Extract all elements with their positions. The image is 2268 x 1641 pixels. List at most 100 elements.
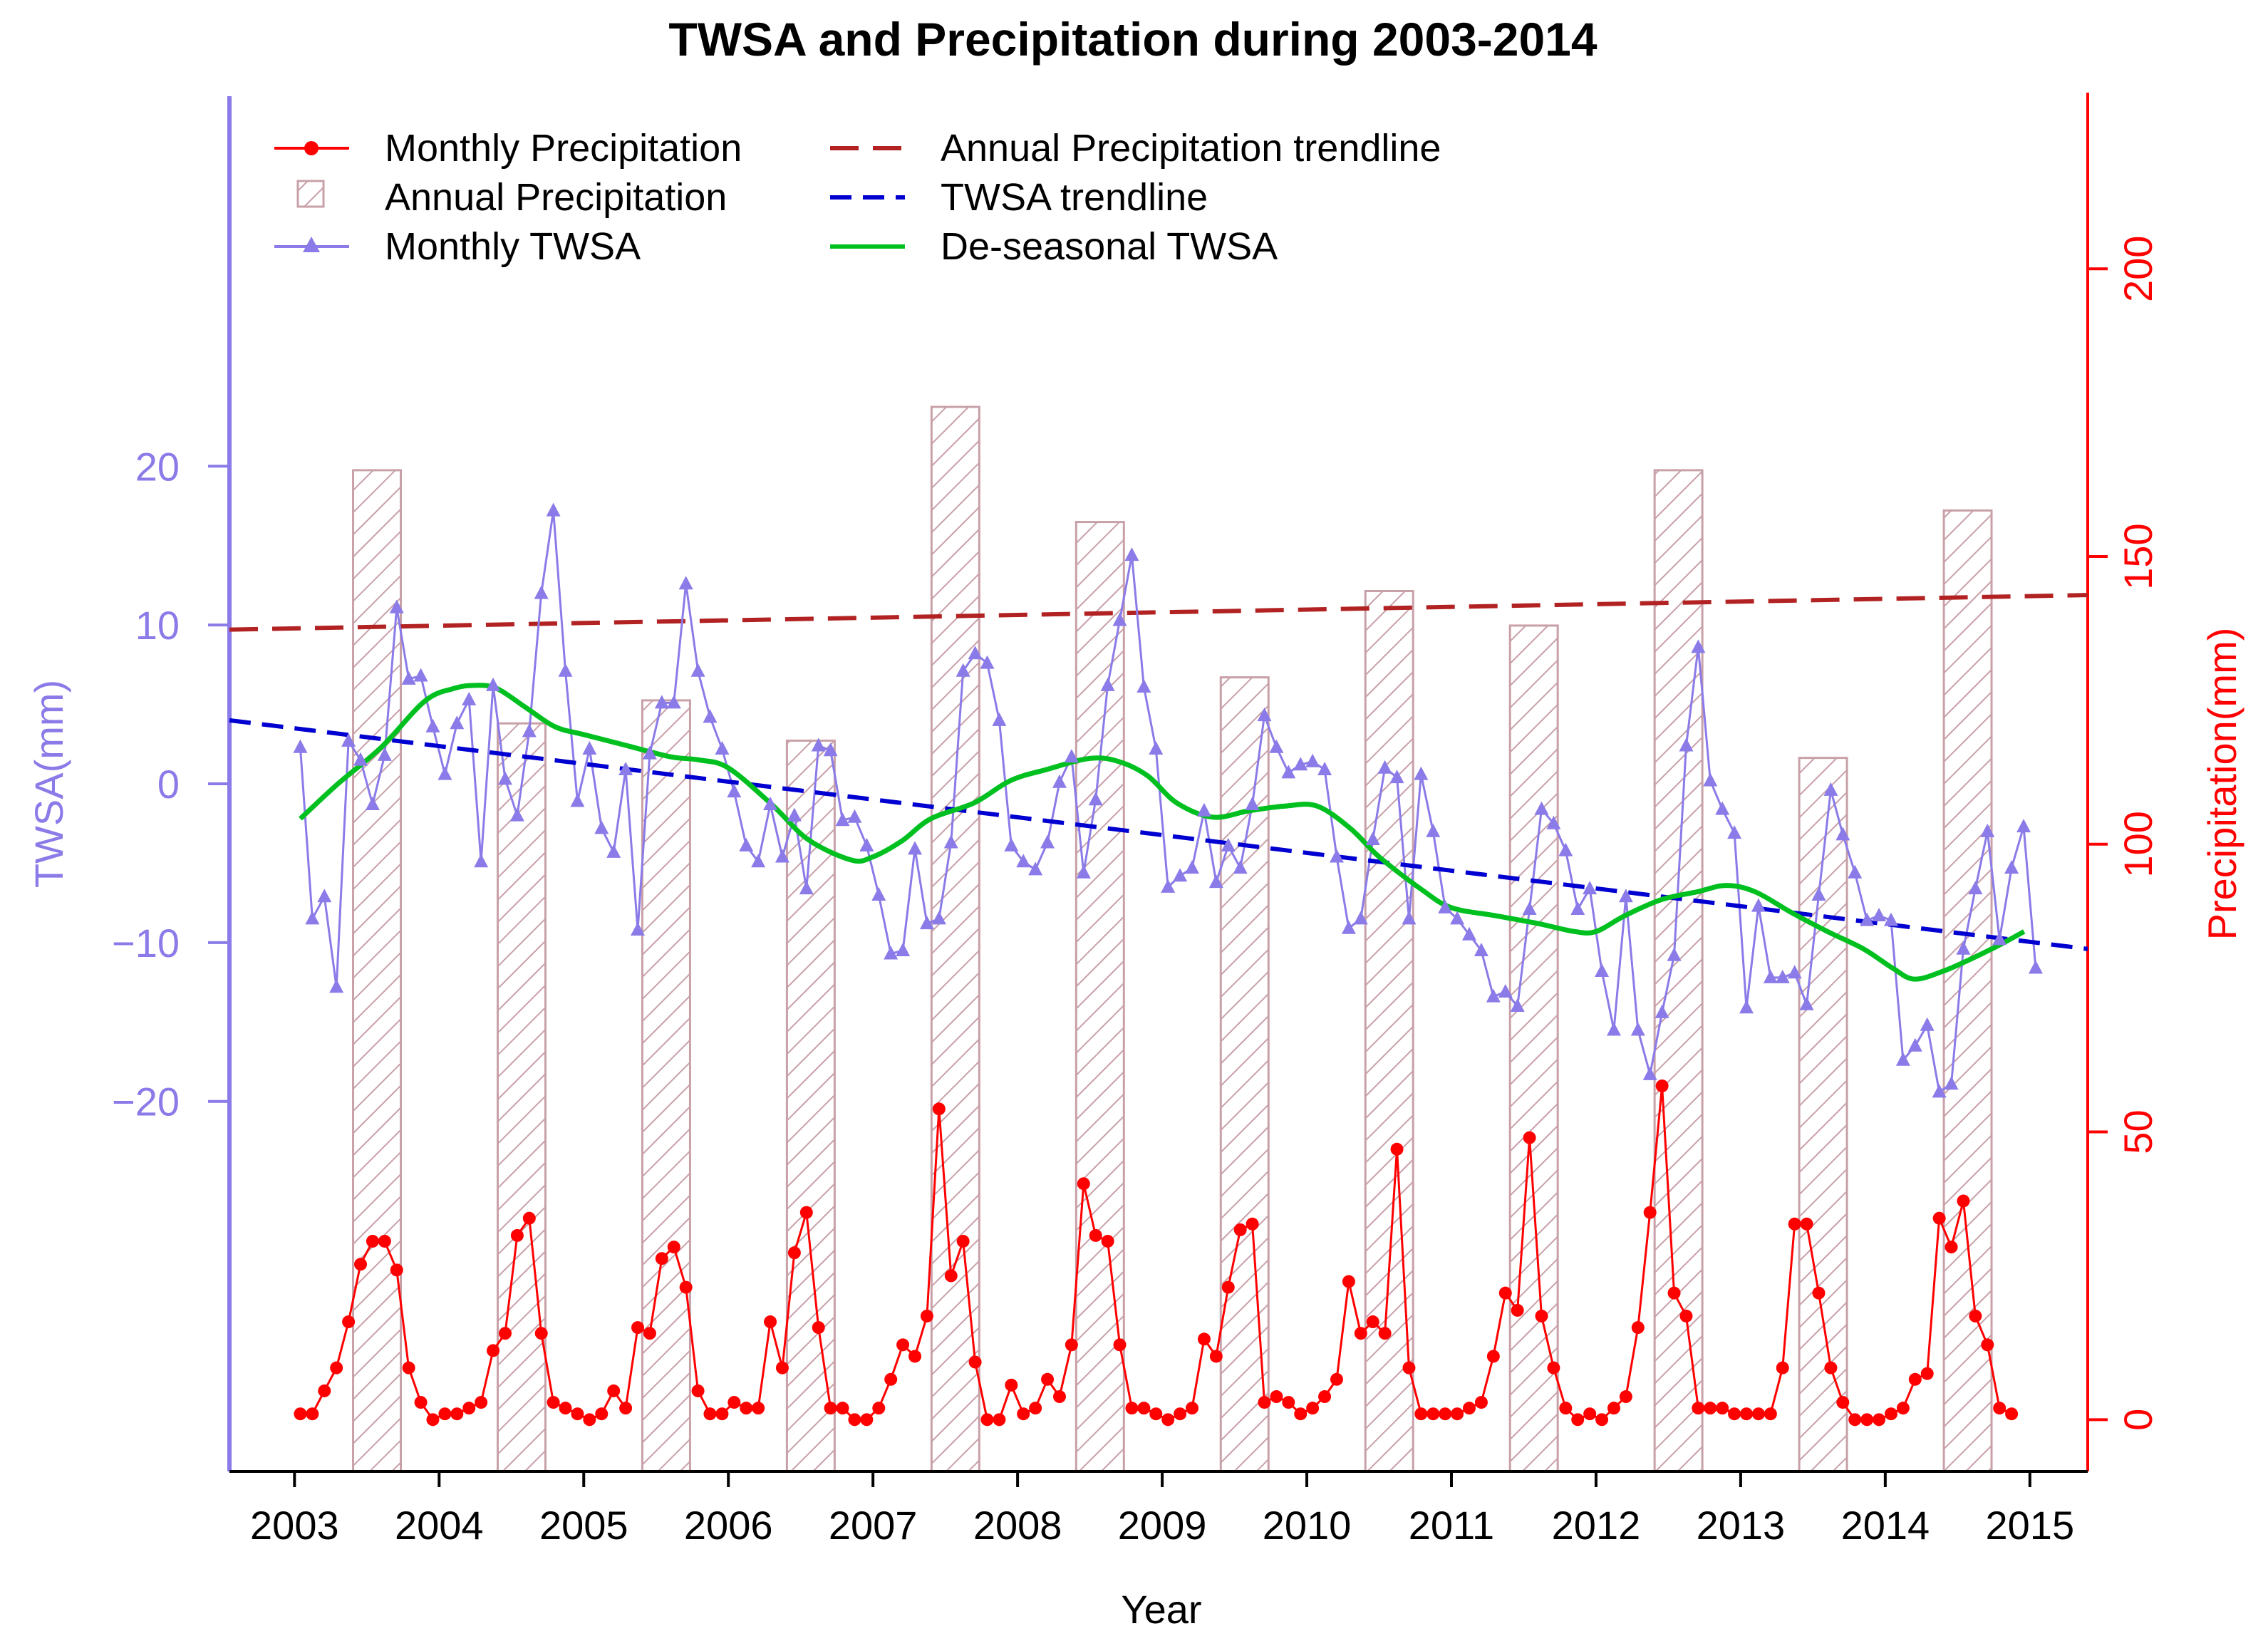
twsa-point [1402,911,1417,925]
twsa-point [1558,842,1573,856]
twsa-point [594,820,609,834]
twsa-point [1185,860,1200,874]
precip-point [1390,1142,1404,1156]
precip-point [993,1413,1006,1427]
twsa-point [1221,837,1236,851]
twsa-point [558,663,573,677]
precip-point [571,1407,584,1421]
twsa-point [1872,907,1887,921]
twsa-point [2004,860,2019,874]
twsa-point [1595,963,1610,977]
twsa-point [631,922,646,936]
precip-point [438,1407,452,1421]
twsa-point [1787,965,1802,979]
precip-point [727,1396,741,1409]
precip-point [522,1211,536,1225]
twsa-point [1655,1004,1669,1018]
legend-label: Annual Precipitation [385,176,727,219]
precip-point [1294,1407,1308,1421]
twsa-point [1028,861,1043,876]
right-tick-label: 150 [2116,523,2160,589]
twsa-point [919,916,934,930]
twsa-point [329,979,344,993]
twsa-point [1498,983,1513,998]
twsa-point [1257,708,1272,722]
twsa-point [293,739,308,753]
twsa-point [1630,1022,1645,1036]
precip-point [932,1102,946,1116]
twsa-point [908,841,923,855]
precip-point [1848,1413,1862,1427]
precip-point [378,1234,391,1248]
precip-point [462,1402,476,1415]
precip-point [1209,1350,1223,1363]
twsa-point [1474,943,1488,957]
annual-precipitation-bars [352,405,1993,1473]
twsa-point [727,784,742,798]
precip-point [655,1252,668,1265]
precip-point [1920,1367,1934,1380]
left-tick-label: 20 [135,444,180,489]
twsa-point [1522,901,1537,916]
twsa-point [666,695,681,709]
precip-point [1186,1402,1199,1415]
precip-point [1957,1194,1970,1208]
precip-point [1643,1206,1657,1219]
precip-point [1824,1361,1838,1375]
precip-point [1125,1402,1139,1415]
twsa-point [1883,912,1898,926]
precip-point [1246,1217,1259,1231]
twsa-point [884,946,899,960]
annual-precip-bar [1075,521,1125,1473]
twsa-point [642,745,657,760]
precip-point [1306,1402,1320,1415]
precip-point [896,1338,910,1352]
twsa-point [1980,823,1995,837]
precip-point [848,1413,861,1427]
twsa-point [365,796,380,810]
precip-point [824,1402,837,1415]
twsa-point [703,709,718,723]
twsa-point [1004,837,1019,851]
legend-item-monthly-precipitation: Monthly Precipitation [274,127,742,170]
twsa-point [1727,825,1742,839]
precip-point [354,1258,368,1271]
x-tick-label: 2013 [1697,1503,1786,1548]
series-points [293,502,2043,1427]
twsa-point [739,837,754,851]
precip-point [1704,1402,1717,1415]
precip-point [715,1407,729,1421]
twsa-point [811,737,826,752]
precip-point [1873,1413,1886,1427]
precip-point [1052,1390,1066,1404]
precip-point [1463,1402,1476,1415]
twsa-point [1124,547,1139,561]
annual-precip-bar [1508,624,1559,1473]
twsa-point [956,663,970,677]
precip-point [1932,1211,1946,1225]
annual-precip-bar [641,699,691,1473]
twsa-point [606,844,621,858]
twsa-point [943,834,958,849]
twsa-point [1245,796,1260,810]
precip-point [1728,1407,1741,1421]
precip-point [1197,1332,1211,1346]
precip-point [1896,1402,1910,1415]
precip-point [1077,1177,1090,1191]
precip-point [703,1407,717,1421]
twsa-point [1968,881,1983,895]
precip-point [944,1269,958,1283]
precip-point [498,1327,512,1340]
twsa-point [425,718,440,733]
twsa-point [1341,920,1356,934]
twsa-point [1606,1022,1621,1036]
precip-point [619,1402,633,1415]
twsa-point [1823,782,1838,796]
twsa-point [1317,761,1332,775]
twsa-point [1293,757,1308,771]
x-tick-label: 2015 [1986,1503,2075,1548]
annual-precip-bar [1364,589,1414,1473]
x-tick-label: 2010 [1263,1503,1352,1548]
precip-point [1439,1407,1452,1421]
